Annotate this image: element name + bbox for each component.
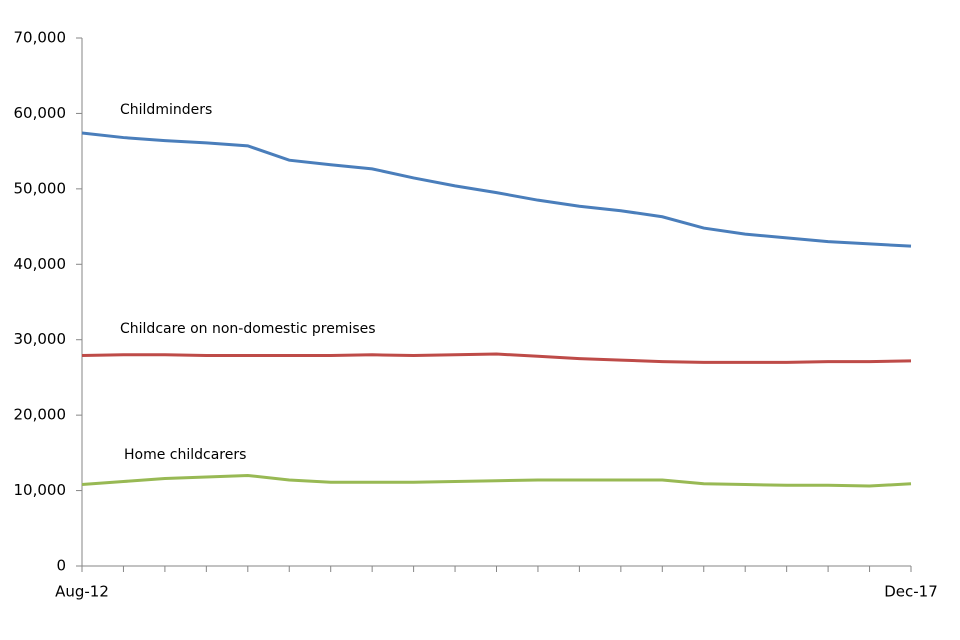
y-tick-label: 40,000 <box>14 255 67 273</box>
series-line <box>81 352 912 364</box>
y-tick-label: 20,000 <box>14 406 67 424</box>
y-tick-label: 70,000 <box>14 29 67 47</box>
series-line <box>81 473 912 488</box>
series-label: Childminders <box>120 102 212 118</box>
x-tick-label: Dec-17 <box>884 583 938 601</box>
series-line <box>81 131 912 248</box>
series-label: Childcare on non-domestic premises <box>120 321 376 337</box>
y-tick-label: 30,000 <box>14 330 67 348</box>
y-tick-label: 10,000 <box>14 481 67 499</box>
y-tick-label: 60,000 <box>14 104 67 122</box>
series-label: Home childcarers <box>124 447 246 463</box>
x-tick-label: Aug-12 <box>55 583 109 601</box>
y-tick-label: 0 <box>56 557 66 575</box>
y-tick-label: 50,000 <box>14 179 67 197</box>
